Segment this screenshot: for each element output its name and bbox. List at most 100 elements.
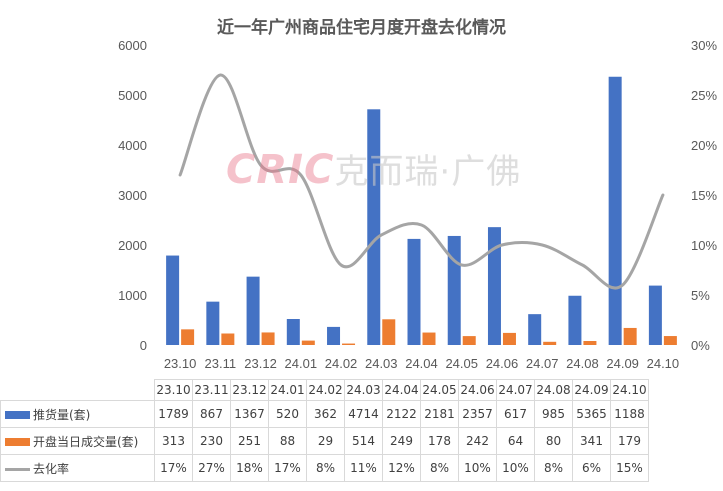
y-right-tick-label: 5% (691, 288, 710, 303)
table-row: 开盘当日成交量(套) 313 230 251 88 29 514 249 178 242 64 80 3… (0, 427, 649, 455)
bar-sales (261, 332, 275, 345)
table-cell: 11% (344, 454, 383, 482)
table-header-cell: 23.11 (192, 379, 231, 401)
table-cell: 617 (496, 400, 535, 428)
y-axis-right: 0% 5% 10% 15% 20% 25% 30% (691, 38, 717, 353)
watermark: CRIC克而瑞·广佛 (226, 147, 522, 193)
table-cell: 1367 (230, 400, 269, 428)
table-cell: 867 (192, 400, 231, 428)
data-table: 23.10 23.11 23.12 24.01 24.02 24.03 24.04 24.05… (0, 379, 649, 482)
table-cell: 29 (306, 427, 345, 455)
y-right-tick-label: 15% (691, 188, 717, 203)
table-row: 去化率 17% 27% 18% 17% 8% 11% 12% 8% 10% 10% 8% 6% 15% (0, 454, 649, 482)
x-tick-label: 24.06 (486, 356, 519, 371)
bar-sales (583, 341, 597, 345)
chart-title: 近一年广州商品住宅月度开盘去化情况 (217, 18, 506, 38)
table-cell: 8% (534, 454, 573, 482)
table-header-cell: 24.03 (344, 379, 383, 401)
table-cell: 8% (420, 454, 459, 482)
table-cell: 985 (534, 400, 573, 428)
table-cell: 10% (458, 454, 497, 482)
bar-supply (608, 76, 622, 345)
bar-supply (286, 319, 300, 345)
y-left-tick-label: 4000 (118, 138, 147, 153)
rate-line-path (178, 73, 665, 290)
y-left-tick-label: 0 (140, 338, 147, 353)
table-corner (1, 380, 155, 401)
y-right-tick-label: 20% (691, 138, 717, 153)
table-cell: 88 (268, 427, 307, 455)
bar-supply (487, 227, 501, 345)
table-cell: 1188 (610, 400, 649, 428)
table-cell: 6% (572, 454, 611, 482)
table-cell: 2181 (420, 400, 459, 428)
chart: 0 1000 2000 3000 4000 5000 6000 0% 5% 10% 15% 20% 2… (118, 38, 717, 371)
table-cell: 64 (496, 427, 535, 455)
bar-sales (342, 343, 356, 345)
table-cell: 12% (382, 454, 421, 482)
table-cell: 178 (420, 427, 459, 455)
table-row-label: 去化率 (0, 454, 155, 482)
table-header-row: 23.10 23.11 23.12 24.01 24.02 24.03 24.04 24.05… (1, 379, 649, 401)
x-tick-label: 24.02 (325, 356, 358, 371)
table-cell: 313 (154, 427, 193, 455)
table-cell: 2357 (458, 400, 497, 428)
bar-supply (528, 314, 542, 345)
table-row: 推货量(套) 1789 867 1367 520 362 4714 2122 2181 2357 6… (0, 400, 649, 428)
y-right-tick-label: 30% (691, 38, 717, 53)
table-cell: 10% (496, 454, 535, 482)
bars (166, 76, 677, 345)
table-cell: 1789 (154, 400, 193, 428)
y-axis-left: 0 1000 2000 3000 4000 5000 6000 (118, 38, 147, 353)
table-cell: 362 (306, 400, 345, 428)
rate-line (178, 73, 665, 290)
table-cell: 514 (344, 427, 383, 455)
y-left-tick-label: 3000 (118, 188, 147, 203)
table-header-cell: 23.12 (230, 379, 269, 401)
x-tick-label: 23.12 (244, 356, 277, 371)
table-cell: 17% (154, 454, 193, 482)
table-header-cell: 24.07 (496, 379, 535, 401)
bar-sales (221, 333, 235, 345)
table-header-cell: 24.09 (572, 379, 611, 401)
table-header-cell: 24.10 (610, 379, 649, 401)
table-cell: 5365 (572, 400, 611, 428)
table-header-cell: 24.08 (534, 379, 573, 401)
x-tick-label: 24.10 (647, 356, 680, 371)
table-cell: 520 (268, 400, 307, 428)
bar-supply (648, 285, 662, 345)
table-header-cell: 24.05 (420, 379, 459, 401)
x-tick-label: 24.04 (405, 356, 438, 371)
bar-sales (301, 340, 315, 345)
x-axis-labels: 23.10 23.11 23.12 24.01 24.02 24.03 24.04 24.05… (164, 356, 679, 371)
y-right-tick-label: 25% (691, 88, 717, 103)
table-header-cell: 24.06 (458, 379, 497, 401)
table-row-label: 开盘当日成交量(套) (0, 427, 155, 455)
table-cell: 251 (230, 427, 269, 455)
legend-swatch (5, 438, 30, 446)
table-cell: 80 (534, 427, 573, 455)
table-cell: 2122 (382, 400, 421, 428)
table-cell: 242 (458, 427, 497, 455)
table-cell: 230 (192, 427, 231, 455)
y-left-tick-label: 5000 (118, 88, 147, 103)
bar-sales (462, 336, 476, 345)
legend-swatch (5, 467, 30, 471)
table-cell: 8% (306, 454, 345, 482)
x-tick-label: 24.01 (285, 356, 318, 371)
table-row-label: 推货量(套) (0, 400, 155, 428)
bar-sales (382, 319, 396, 345)
legend-label: 去化率 (33, 461, 70, 476)
bar-sales (623, 327, 637, 345)
bar-supply (246, 276, 260, 345)
table-cell: 17% (268, 454, 307, 482)
legend-label: 开盘当日成交量(套) (33, 434, 139, 449)
x-tick-label: 24.05 (445, 356, 478, 371)
y-left-tick-label: 6000 (118, 38, 147, 53)
table-cell: 27% (192, 454, 231, 482)
table-cell: 15% (610, 454, 649, 482)
bar-sales (663, 336, 677, 345)
bar-supply (367, 109, 381, 345)
bar-sales (181, 329, 195, 345)
y-right-tick-label: 0% (691, 338, 710, 353)
